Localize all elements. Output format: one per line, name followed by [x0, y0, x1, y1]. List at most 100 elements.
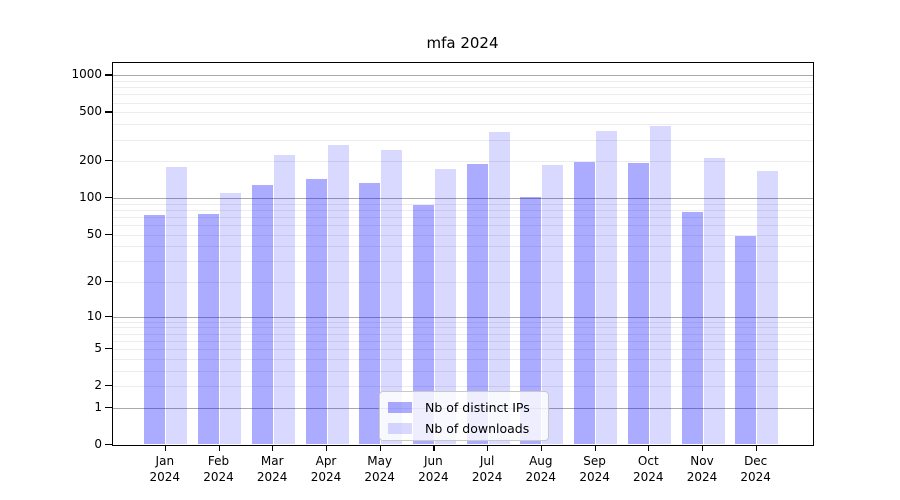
gridline-major	[113, 198, 813, 200]
bar-downloads-aug	[542, 165, 564, 444]
y-tick-mark	[105, 74, 112, 76]
gridline-minor	[113, 203, 813, 205]
gridline-minor	[113, 216, 813, 218]
gridline-minor	[113, 340, 813, 342]
gridline-minor	[113, 209, 813, 211]
gridline-minor	[113, 370, 813, 372]
x-tick-mark	[702, 446, 704, 451]
y-tick-label-50: 50	[86, 226, 102, 241]
bar-downloads-jun	[434, 168, 456, 444]
x-tick-label-jul: Jul 2024	[471, 454, 503, 484]
y-tick-label-5: 5	[94, 341, 102, 356]
gridline-minor	[113, 327, 813, 329]
gridline-minor	[113, 94, 813, 96]
y-tick-label-0: 0	[94, 437, 102, 451]
y-tick-mark	[105, 233, 112, 235]
x-tick-label-jan: Jan 2024	[149, 454, 181, 484]
x-tick-label-may: May 2024	[364, 454, 395, 484]
x-tick-mark	[594, 446, 596, 451]
y-tick-label-2: 2	[94, 378, 102, 393]
bar-downloads-jul	[488, 132, 510, 444]
bar-downloads-oct	[649, 126, 671, 444]
bar-ips-may	[359, 183, 381, 444]
gridline-minor	[113, 234, 813, 236]
gridline-minor	[113, 139, 813, 141]
bar-ips-oct	[627, 162, 649, 444]
gridline-minor	[113, 282, 813, 284]
y-tick-mark	[105, 160, 112, 162]
x-tick-label-nov: Nov 2024	[686, 454, 718, 484]
bar-downloads-mar	[273, 154, 295, 444]
legend-swatch-downloads	[388, 423, 412, 434]
bar-downloads-jan	[166, 166, 188, 444]
bar-ips-dec	[735, 235, 757, 444]
bar-ips-jun	[412, 204, 434, 444]
y-tick-label-500: 500	[79, 104, 102, 119]
x-tick-mark	[379, 446, 381, 451]
bar-ips-jul	[466, 163, 488, 444]
y-tick-label-1: 1	[94, 399, 102, 414]
bar-downloads-sep	[596, 130, 618, 444]
gridline-minor	[113, 358, 813, 360]
x-tick-label-apr: Apr 2024	[310, 454, 342, 484]
legend: Nb of distinct IPs Nb of downloads	[379, 391, 549, 441]
x-tick-mark	[648, 446, 650, 451]
x-tick-mark	[755, 446, 757, 451]
y-tick-mark	[105, 348, 112, 350]
x-tick-mark	[164, 446, 166, 451]
x-tick-mark	[433, 446, 435, 451]
legend-item-downloads: Nb of downloads	[380, 418, 548, 439]
gridline-major	[113, 75, 813, 77]
bar-downloads-nov	[703, 157, 725, 444]
x-tick-label-dec: Dec 2024	[740, 454, 771, 484]
bar-downloads-may	[381, 149, 403, 444]
y-tick-mark	[105, 111, 112, 113]
gridline-minor	[113, 81, 813, 82]
bar-downloads-apr	[327, 145, 349, 444]
x-tick-label-aug: Aug 2024	[525, 454, 557, 484]
gridline-minor	[113, 386, 813, 388]
gridline-minor	[113, 161, 813, 163]
bar-downloads-dec	[757, 170, 779, 444]
legend-label-ips: Nb of distinct IPs	[425, 400, 530, 415]
gridline-minor	[113, 87, 813, 89]
bar-ips-mar	[251, 185, 273, 444]
gridline-minor	[113, 225, 813, 227]
y-tick-mark	[105, 406, 112, 409]
bar-ips-feb	[198, 213, 219, 444]
chart-title: mfa 2024	[426, 34, 499, 52]
legend-label-downloads: Nb of downloads	[425, 421, 530, 436]
bar-ips-nov	[681, 211, 703, 444]
y-tick-label-20: 20	[86, 274, 102, 289]
bar-ips-sep	[574, 162, 596, 444]
legend-swatch-ips	[388, 402, 412, 413]
gridline-minor	[113, 349, 813, 351]
y-tick-mark	[105, 281, 112, 283]
x-tick-mark	[272, 446, 274, 451]
y-tick-label-1000: 1000	[71, 67, 102, 82]
y-tick-label-200: 200	[79, 153, 102, 168]
y-tick-mark	[105, 385, 112, 387]
gridline-minor	[113, 112, 813, 114]
x-tick-mark	[540, 446, 542, 451]
gridline-major	[113, 316, 813, 318]
bar-ips-aug	[520, 197, 542, 444]
legend-item-ips: Nb of distinct IPs	[380, 397, 548, 418]
bar-ips-apr	[305, 179, 327, 444]
x-tick-label-mar: Mar 2024	[256, 454, 288, 484]
y-tick-label-100: 100	[79, 190, 102, 205]
plot-area	[112, 62, 814, 446]
x-tick-mark	[218, 446, 220, 451]
y-tick-mark	[105, 315, 112, 317]
gridline-minor	[113, 246, 813, 248]
y-tick-mark	[105, 197, 112, 199]
y-tick-mark	[105, 444, 112, 446]
x-tick-label-jun: Jun 2024	[418, 454, 449, 484]
y-tick-label-10: 10	[86, 308, 102, 323]
x-tick-mark	[326, 446, 328, 451]
bar-ips-jan	[144, 214, 166, 444]
x-tick-label-feb: Feb 2024	[203, 454, 234, 484]
x-tick-label-sep: Sep 2024	[579, 454, 610, 484]
x-tick-mark	[487, 446, 489, 451]
